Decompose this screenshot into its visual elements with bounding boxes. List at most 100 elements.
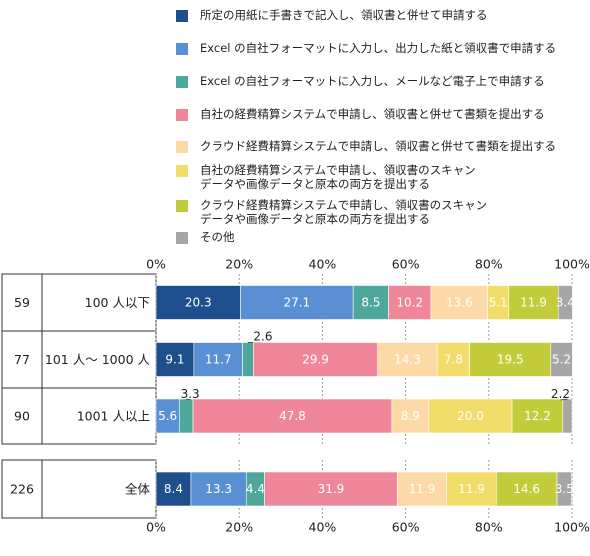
legend-swatch — [176, 109, 188, 121]
bar-segment — [190, 471, 247, 507]
bar-segment — [511, 398, 564, 434]
row-label: 100 人以下 — [85, 295, 150, 310]
data-label: 20.0 — [457, 409, 484, 423]
bar-segment — [178, 398, 194, 434]
data-label: 5.2 — [552, 353, 571, 367]
bar-segment — [508, 285, 559, 320]
row-count: 77 — [14, 352, 30, 367]
x-tick-label-bottom: 80% — [475, 520, 503, 535]
data-label: 11.9 — [458, 482, 485, 496]
legend-label: 所定の用紙に手書きで記入し、領収書と併せて申請する — [200, 8, 488, 22]
bar-segment — [495, 471, 558, 507]
bar-segment — [242, 342, 254, 377]
data-label: 31.9 — [318, 482, 345, 496]
data-label: 5.1 — [489, 296, 508, 310]
bar-segment — [240, 285, 354, 320]
data-label: 29.9 — [302, 353, 329, 367]
bar-segment — [446, 471, 497, 507]
data-label: 13.3 — [205, 482, 232, 496]
bar-segment — [428, 398, 513, 434]
row-count: 90 — [14, 409, 30, 424]
data-label: 19.5 — [497, 353, 524, 367]
legend-swatch — [176, 232, 188, 244]
data-label: 11.9 — [409, 482, 436, 496]
legend-item: 自社の経費精算システムで申請し、領収書のスキャン データや画像データと原本の両方… — [176, 163, 476, 191]
legend-item: Excel の自社フォーマットに入力し、出力した紙と領収書で申請する — [176, 41, 556, 55]
legend-label: 自社の経費精算システムで申請し、領収書のスキャン データや画像データと原本の両方… — [200, 163, 476, 191]
data-label: 13.6 — [446, 296, 473, 310]
legend-item: 所定の用紙に手書きで記入し、領収書と併せて申請する — [176, 8, 488, 22]
bar-segment — [556, 471, 572, 507]
data-label: 3.4 — [556, 296, 575, 310]
row-label: 1001 人以上 — [77, 409, 150, 424]
bar-segment — [469, 342, 552, 377]
legend-label: 自社の経費精算システムで申請し、領収書と併せて書類を提出する — [200, 107, 545, 121]
data-label: 12.2 — [524, 409, 551, 423]
data-label: 10.2 — [396, 296, 423, 310]
x-tick-label-top: 100% — [554, 257, 590, 272]
bar-segment — [430, 285, 488, 320]
data-label: 11.9 — [520, 296, 547, 310]
legend-item: その他 — [176, 230, 235, 244]
x-tick-label-top: 60% — [392, 257, 420, 272]
bar-segment — [155, 285, 241, 320]
legend-item: クラウド経費精算システムで申請し、領収書のスキャン データや画像データと原本の両… — [176, 198, 487, 226]
data-label: 2.2 — [551, 387, 570, 401]
x-tick-label-top: 20% — [225, 257, 253, 272]
data-label: 47.8 — [279, 409, 306, 423]
legend-swatch — [176, 76, 188, 88]
data-label-leader — [560, 398, 568, 401]
legend-swatch — [176, 165, 188, 177]
row-count: 59 — [14, 295, 30, 310]
data-label: 11.7 — [205, 353, 232, 367]
bar-segment — [388, 285, 432, 320]
data-label: 8.5 — [361, 296, 380, 310]
legend-item: 自社の経費精算システムで申請し、領収書と併せて書類を提出する — [176, 107, 545, 121]
x-tick-label-bottom: 60% — [392, 520, 420, 535]
bar-segment — [264, 471, 398, 507]
bar-segment — [155, 471, 192, 507]
x-tick-label-bottom: 0% — [146, 520, 166, 535]
data-label: 8.9 — [401, 409, 420, 423]
data-label: 8.4 — [164, 482, 183, 496]
x-tick-label-bottom: 20% — [225, 520, 253, 535]
row-label: 101 人～ 1000 人 — [45, 352, 151, 367]
data-label: 14.3 — [394, 353, 421, 367]
bar-segment — [550, 342, 573, 377]
legend-swatch — [176, 43, 188, 55]
bar-segment — [391, 398, 430, 434]
bar-segment — [562, 398, 573, 434]
legend-label: その他 — [200, 230, 235, 244]
x-tick-label-bottom: 40% — [309, 520, 337, 535]
data-label: 20.3 — [185, 296, 212, 310]
legend-swatch — [176, 10, 188, 22]
data-label: 9.1 — [165, 353, 184, 367]
data-label: 14.6 — [513, 482, 540, 496]
legend-item: Excel の自社フォーマットに入力し、メールなど電子上で申請する — [176, 74, 545, 88]
data-label-leader — [186, 398, 191, 401]
data-label: 5.6 — [158, 409, 177, 423]
x-tick-label-top: 0% — [146, 257, 166, 272]
legend-label: Excel の自社フォーマットに入力し、出力した紙と領収書で申請する — [200, 41, 557, 55]
x-tick-label-top: 40% — [309, 257, 337, 272]
bar-segment — [396, 471, 448, 507]
bar-segment — [253, 342, 379, 377]
legend-swatch — [176, 141, 188, 153]
data-label: 2.6 — [253, 330, 272, 344]
data-label: 3.5 — [555, 482, 574, 496]
legend-label: クラウド経費精算システムで申請し、領収書と併せて書類を提出する — [200, 139, 557, 153]
legend-item: クラウド経費精算システムで申請し、領収書と併せて書類を提出する — [176, 139, 556, 153]
legend-label: Excel の自社フォーマットに入力し、メールなど電子上で申請する — [200, 74, 545, 88]
bar-segment — [377, 342, 438, 377]
legend-label: クラウド経費精算システムで申請し、領収書のスキャン データや画像データと原本の両… — [200, 198, 488, 226]
bar-segment — [557, 285, 573, 320]
row-count: 226 — [10, 482, 34, 497]
legend-swatch — [176, 200, 188, 212]
x-tick-label-bottom: 100% — [554, 520, 590, 535]
data-label: 3.3 — [181, 387, 200, 401]
bar-segment — [436, 342, 470, 377]
x-tick-label-top: 80% — [475, 257, 503, 272]
data-label: 27.1 — [283, 296, 310, 310]
data-label: 7.8 — [444, 353, 463, 367]
